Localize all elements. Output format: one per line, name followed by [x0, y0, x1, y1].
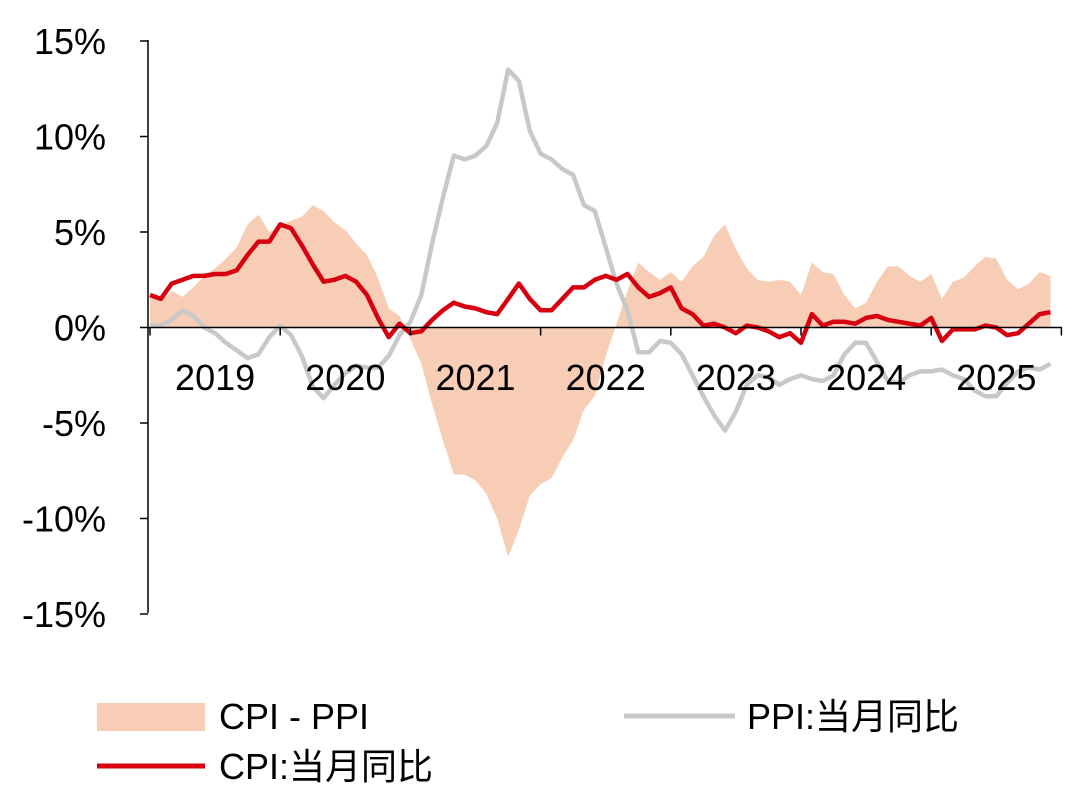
y-tick-label: -15%: [22, 594, 106, 635]
x-tick-label: 2024: [826, 357, 906, 398]
legend-spread-label: CPI - PPI: [219, 696, 369, 737]
y-tick-label: -10%: [22, 499, 106, 540]
legend-cpi-label: CPI:当月同比: [219, 746, 433, 787]
y-tick-label: 0%: [54, 308, 106, 349]
x-tick-label: 2019: [175, 357, 255, 398]
y-tick-label: -5%: [42, 403, 106, 444]
x-tick-label: 2021: [435, 357, 515, 398]
cpi-line: [149, 222, 1051, 346]
y-tick-label: 10%: [34, 117, 106, 158]
y-tick-label: 5%: [54, 212, 106, 253]
spread-area: [150, 205, 1051, 557]
x-tick-label: 2023: [696, 357, 776, 398]
x-tick-label: 2025: [956, 357, 1036, 398]
ppi-line: [150, 67, 1052, 433]
legend-ppi-label: PPI:当月同比: [747, 696, 959, 737]
y-tick-label: 15%: [34, 21, 106, 62]
axes: 15% 10% 5% 0% -5% -10% -15% 2019 2020 2021 2022 202…: [22, 21, 1063, 635]
x-tick-label: 2020: [305, 357, 385, 398]
legend-spread-swatch: [97, 703, 205, 731]
legend: CPI - PPI PPI:当月同比 CPI:当月同比: [97, 696, 959, 787]
plot-area: [149, 67, 1052, 557]
x-tick-label: 2022: [566, 357, 646, 398]
